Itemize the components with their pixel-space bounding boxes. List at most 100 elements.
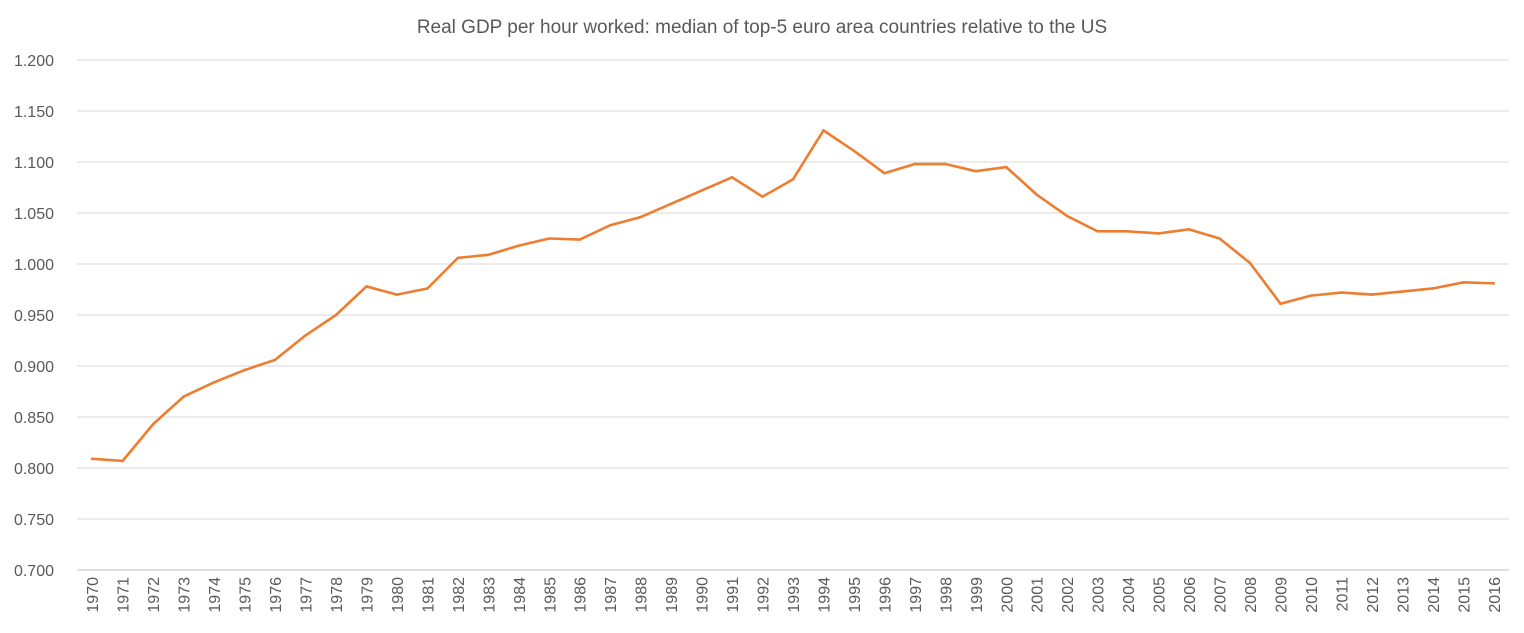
- x-tick-label: 1979: [359, 577, 376, 613]
- x-tick-label: 1987: [603, 577, 620, 613]
- x-tick-label: 2005: [1152, 577, 1169, 613]
- data-point: [761, 195, 764, 198]
- data-point: [944, 162, 947, 166]
- data-point: [426, 287, 429, 290]
- x-tick-label: 2015: [1456, 577, 1473, 613]
- x-tick-label: 1984: [512, 577, 529, 613]
- gridlines: [77, 59, 1509, 520]
- x-tick-label: 2011: [1334, 577, 1351, 612]
- x-tick-label: 2014: [1426, 577, 1443, 613]
- data-point: [243, 368, 246, 372]
- x-tick-label: 1970: [85, 577, 102, 613]
- data-point: [1309, 294, 1313, 297]
- data-point: [365, 285, 368, 288]
- data-point: [1004, 165, 1008, 169]
- data-point: [456, 256, 460, 260]
- data-point: [1157, 232, 1160, 235]
- data-point: [273, 358, 277, 362]
- y-tick-label: 1.100: [14, 155, 54, 172]
- y-tick-label: 0.800: [14, 461, 54, 478]
- y-tick-label: 0.750: [14, 512, 54, 529]
- x-tick-label: 1974: [207, 577, 224, 613]
- x-tick-label: 2006: [1182, 577, 1199, 613]
- x-tick-label: 2003: [1091, 577, 1108, 613]
- data-point: [639, 215, 642, 219]
- x-tick-label: 2007: [1213, 577, 1230, 613]
- data-point: [1096, 230, 1099, 233]
- x-tick-label: 1992: [756, 577, 773, 613]
- x-tick-label: 2008: [1243, 577, 1260, 613]
- x-tick-label: 2004: [1121, 577, 1138, 613]
- data-point: [608, 223, 612, 227]
- data-point: [1035, 193, 1039, 196]
- x-tick-label: 1986: [573, 577, 590, 613]
- y-axis-ticks: 0.700 0.750 0.800 0.850 0.900 0.950 1.000 1.050…: [14, 53, 54, 580]
- data-point: [974, 169, 978, 173]
- x-tick-label: 1985: [542, 577, 559, 613]
- x-tick-label: 1975: [238, 577, 255, 613]
- data-point: [1218, 237, 1221, 240]
- x-tick-label: 2001: [1030, 577, 1047, 613]
- y-tick-label: 1.000: [14, 257, 54, 274]
- x-tick-label: 1999: [969, 577, 986, 613]
- x-tick-label: 1989: [664, 577, 681, 613]
- x-tick-label: 1978: [329, 577, 346, 613]
- data-point: [1340, 291, 1343, 294]
- x-tick-label: 2012: [1365, 577, 1382, 613]
- y-tick-label: 0.700: [14, 563, 54, 580]
- data-point: [669, 202, 673, 206]
- data-point: [852, 149, 856, 153]
- y-tick-label: 1.150: [14, 104, 54, 121]
- x-tick-label: 1997: [908, 577, 925, 613]
- x-tick-label: 2009: [1273, 577, 1290, 613]
- data-point: [212, 381, 216, 384]
- data-point: [1370, 293, 1374, 296]
- y-tick-label: 1.050: [14, 206, 54, 223]
- data-point: [578, 238, 582, 241]
- data-point: [1461, 281, 1465, 284]
- y-tick-label: 0.850: [14, 410, 54, 427]
- x-tick-label: 1980: [390, 577, 407, 613]
- x-tick-label: 1998: [938, 577, 955, 613]
- chart-title: Real GDP per hour worked: median of top-…: [417, 17, 1107, 38]
- data-point: [1248, 261, 1252, 265]
- data-point: [1065, 214, 1069, 218]
- data-point: [304, 334, 307, 337]
- x-tick-label: 1982: [451, 577, 468, 613]
- x-tick-label: 1994: [816, 577, 833, 613]
- y-tick-label: 1.200: [14, 53, 54, 70]
- x-tick-label: 1977: [299, 577, 316, 613]
- x-tick-label: 1993: [786, 577, 803, 613]
- x-tick-label: 1996: [877, 577, 894, 613]
- x-axis-ticks: 1970 1971 1972 1973 1974 1975 1976 1977 1978 1979…: [85, 577, 1504, 613]
- data-point: [1126, 230, 1130, 233]
- x-tick-label: 1971: [116, 577, 133, 613]
- x-tick-label: 2010: [1304, 577, 1321, 613]
- data-point: [487, 253, 490, 257]
- data-point: [700, 189, 703, 192]
- data-point: [182, 395, 185, 398]
- y-tick-label: 0.900: [14, 359, 54, 376]
- x-tick-label: 1983: [481, 577, 498, 613]
- x-tick-label: 1995: [847, 577, 864, 613]
- data-point: [395, 293, 399, 296]
- x-tick-label: 1972: [146, 577, 163, 613]
- x-tick-label: 1981: [420, 577, 437, 613]
- data-point: [913, 162, 917, 166]
- data-point: [1279, 302, 1282, 306]
- x-tick-label: 2013: [1395, 577, 1412, 613]
- data-point: [791, 178, 795, 181]
- data-point: [883, 171, 886, 175]
- data-point: [90, 457, 94, 461]
- data-point: [547, 237, 551, 240]
- data-point: [1401, 290, 1404, 293]
- x-tick-label: 1991: [725, 577, 742, 613]
- x-tick-label: 1988: [634, 577, 651, 613]
- data-point: [730, 176, 734, 179]
- data-point: [151, 422, 155, 426]
- data-point: [1431, 287, 1435, 290]
- y-tick-label: 0.950: [14, 308, 54, 325]
- x-tick-label: 1973: [177, 577, 194, 613]
- data-point: [822, 129, 825, 132]
- x-tick-label: 2002: [1060, 577, 1077, 613]
